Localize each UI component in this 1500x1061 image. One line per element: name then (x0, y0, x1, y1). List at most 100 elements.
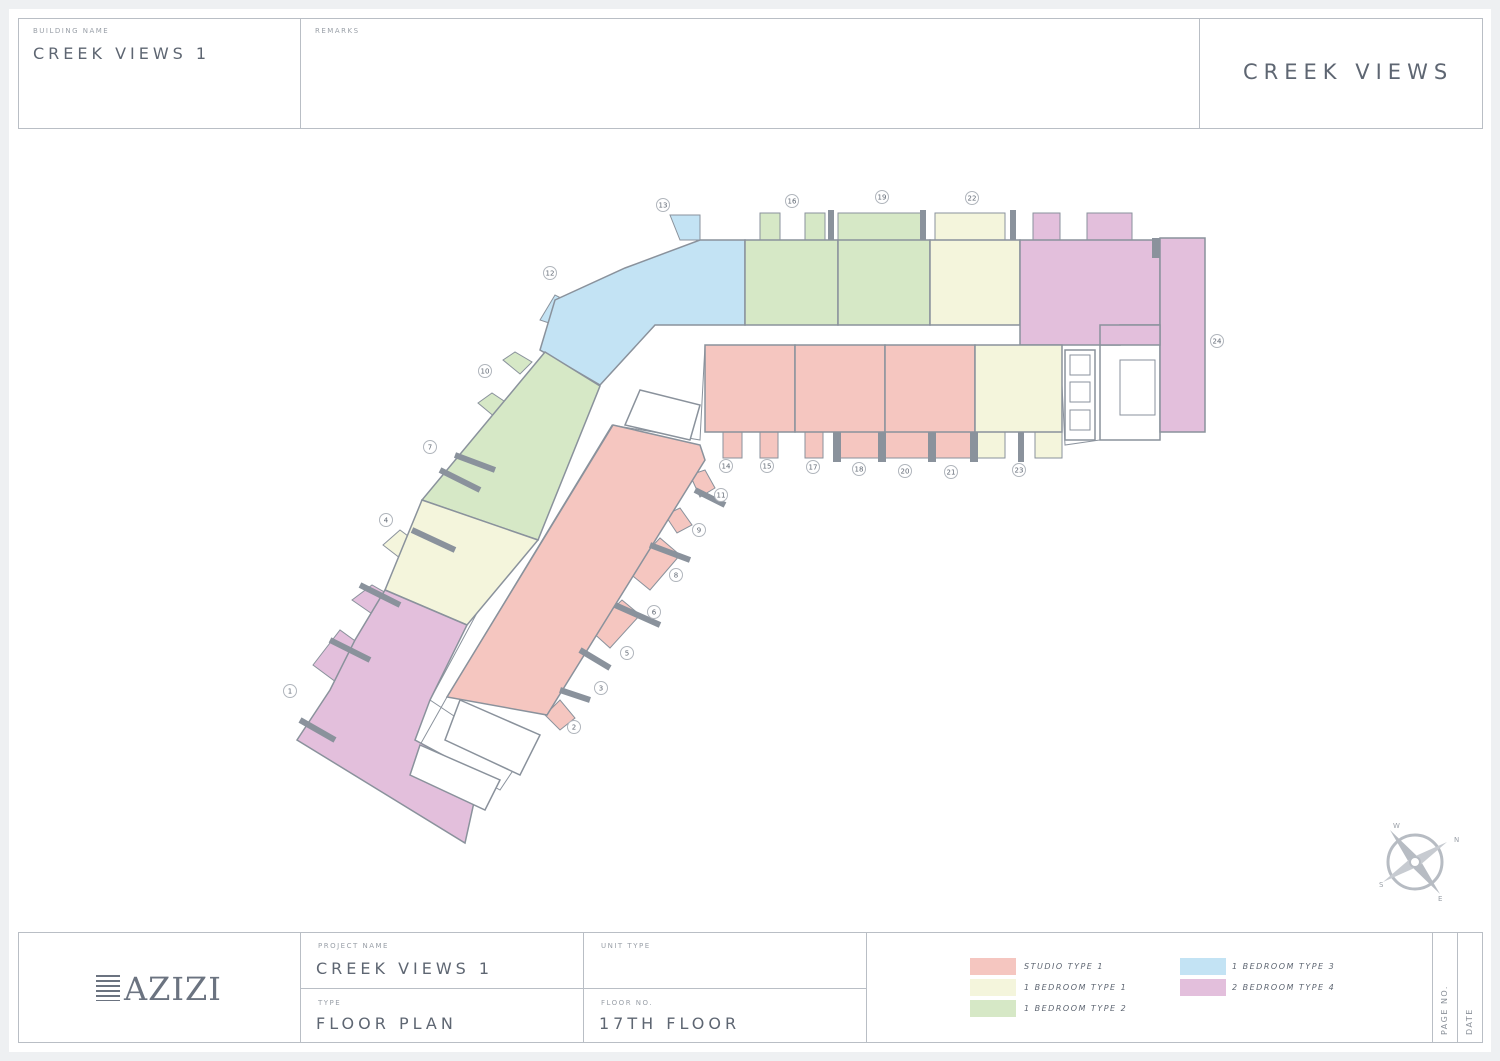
unit-area (794, 344, 886, 433)
footer-divider (583, 932, 584, 1043)
wall-segment (693, 487, 727, 508)
footer-divider (1432, 932, 1433, 1043)
stair-core (623, 389, 701, 441)
unit-area (445, 424, 706, 716)
footer-divider (300, 988, 866, 989)
unit-number-3: 3 (599, 685, 603, 693)
wall-column (828, 210, 834, 240)
unit-number-5: 5 (625, 650, 629, 658)
balcony (759, 212, 781, 241)
drawing-sheet (9, 9, 1491, 1052)
unit-area (884, 344, 976, 433)
wall-column (1152, 238, 1160, 258)
wall-segment (613, 602, 662, 628)
wall-segment (438, 467, 482, 493)
wall-segment (648, 542, 692, 563)
unit-area (929, 239, 1021, 326)
wall-column (920, 210, 926, 240)
lift-core (444, 698, 542, 776)
unit-area (744, 239, 839, 326)
unit-number-22: 22 (968, 195, 977, 203)
balcony (804, 431, 824, 459)
balcony (1086, 212, 1133, 241)
unit-number-1: 1 (288, 688, 292, 696)
compass-n-label: N (1454, 836, 1459, 844)
unit-number-20: 20 (901, 468, 910, 476)
legend-label: 1 BEDROOM TYPE 3 (1232, 962, 1336, 971)
balcony (759, 431, 779, 459)
unit-number-badge (656, 198, 670, 212)
legend-label: 1 BEDROOM TYPE 2 (1024, 1004, 1128, 1013)
legend-swatch-1-bedroom-type-1 (970, 979, 1016, 996)
building-name: CREEK VIEWS 1 (33, 44, 211, 63)
unit-number-6: 6 (652, 609, 657, 617)
azizi-logo-mark (96, 975, 120, 1001)
azizi-logo: AZIZI (96, 970, 222, 1008)
unit-number-badge (785, 194, 799, 208)
building-name-label: BUILDING NAME (33, 27, 110, 35)
balcony (722, 431, 743, 459)
unit-number-badge (719, 459, 733, 473)
wall-column (928, 432, 936, 462)
unit-number-15: 15 (763, 463, 772, 471)
unit-number-badge (714, 488, 728, 502)
floor-no: 17TH FLOOR (599, 1014, 741, 1033)
lift-shaft (1069, 381, 1091, 403)
project-name: CREEK VIEWS 1 (316, 959, 494, 978)
unit-number-badge (806, 460, 820, 474)
floor-no-label: FLOOR NO. (601, 999, 653, 1007)
wall-column (1018, 432, 1024, 462)
unit-number-badge (944, 465, 958, 479)
unit-number-13: 13 (659, 202, 668, 210)
stairs (1119, 359, 1156, 416)
balcony (974, 431, 1006, 459)
unit-number-16: 16 (788, 198, 797, 206)
wall-column (1010, 210, 1016, 240)
unit-number-badge (543, 266, 557, 280)
remarks-label: REMARKS (315, 27, 360, 35)
legend-swatch-1-bedroom-type-3 (1180, 958, 1226, 975)
footer-title-block (18, 932, 1483, 1043)
unit-number-badge (760, 459, 774, 473)
unit-area (704, 344, 796, 433)
project-name-label: PROJECT NAME (318, 942, 389, 950)
header-divider (1199, 18, 1200, 129)
unit-type-label: UNIT TYPE (601, 942, 651, 950)
unit-number-badge (379, 513, 393, 527)
unit-number-2: 2 (572, 724, 576, 732)
unit-number-7: 7 (428, 444, 432, 452)
unit-number-badge (478, 364, 492, 378)
unit-number-21: 21 (947, 469, 956, 477)
brand-title: CREEK VIEWS (1243, 60, 1454, 84)
balcony (837, 212, 926, 241)
unit-number-badge (423, 440, 437, 454)
wall-segment (578, 647, 612, 671)
unit-area (974, 344, 1063, 433)
unit-number-badge (669, 568, 683, 582)
unit-number-24: 24 (1213, 338, 1222, 346)
legend-label: 1 BEDROOM TYPE 1 (1024, 983, 1128, 992)
wall-column (878, 432, 886, 462)
unit-area (1159, 237, 1206, 433)
compass-s-label: S (1379, 881, 1384, 889)
unit-number-11: 11 (717, 492, 726, 500)
type-value: FLOOR PLAN (316, 1014, 457, 1033)
compass-center (1409, 856, 1421, 868)
lift-shaft (1069, 409, 1091, 431)
compass-rose-icon: W N S E (1379, 822, 1459, 903)
balcony (839, 431, 973, 459)
legend-label: 2 BEDROOM TYPE 4 (1232, 983, 1336, 992)
unit-number-badge (692, 523, 706, 537)
logo-text: AZIZI (124, 970, 222, 1008)
unit-number-14: 14 (722, 463, 731, 471)
unit-number-badge (898, 464, 912, 478)
type-label: TYPE (318, 999, 342, 1007)
lift-shaft (1069, 354, 1091, 376)
legend-swatch-studio-type-1 (970, 958, 1016, 975)
header-title-block (18, 18, 1483, 129)
wall-segment (358, 582, 402, 608)
wall-segment (410, 527, 457, 553)
footer-divider (866, 932, 867, 1043)
